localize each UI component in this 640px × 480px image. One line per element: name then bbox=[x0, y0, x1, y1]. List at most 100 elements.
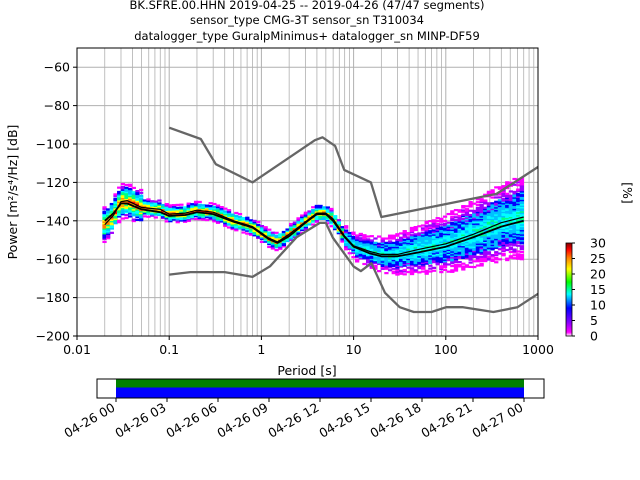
psd-cell bbox=[501, 244, 506, 247]
psd-cell bbox=[428, 234, 433, 237]
psd-cell bbox=[479, 258, 484, 261]
psd-cell bbox=[109, 227, 114, 230]
psd-cell bbox=[157, 205, 162, 208]
psd-cell bbox=[428, 240, 433, 243]
psd-cell bbox=[182, 209, 188, 212]
psd-cell bbox=[215, 221, 221, 224]
psd-cell bbox=[128, 198, 133, 201]
psd-cell bbox=[505, 215, 510, 218]
psd-cell bbox=[505, 222, 510, 226]
psd-cell bbox=[494, 222, 499, 225]
psd-cell bbox=[516, 199, 521, 203]
psd-cell bbox=[384, 263, 389, 266]
psd-cell bbox=[398, 232, 404, 235]
psd-cell bbox=[490, 254, 495, 257]
psd-cell bbox=[519, 217, 525, 220]
psd-cell bbox=[113, 216, 118, 219]
psd-cell bbox=[508, 210, 514, 213]
psd-cell bbox=[300, 218, 305, 221]
psd-cell bbox=[212, 210, 217, 213]
psd-cell bbox=[391, 272, 396, 275]
psd-cell bbox=[461, 256, 466, 260]
psd-cell bbox=[486, 248, 492, 251]
psd-cell bbox=[234, 217, 239, 220]
psd-cell bbox=[424, 240, 429, 244]
psd-cell bbox=[501, 226, 506, 229]
psd-cell bbox=[431, 258, 437, 261]
psd-cell bbox=[435, 225, 440, 228]
psd-cell bbox=[208, 217, 213, 221]
psd-cell bbox=[395, 247, 400, 250]
psd-cell bbox=[483, 222, 488, 225]
psd-cell bbox=[490, 219, 495, 222]
psd-cell bbox=[406, 237, 411, 240]
psd-cell bbox=[197, 200, 202, 204]
psd-cell bbox=[120, 205, 125, 209]
colorbar-tick-label: 15 bbox=[590, 282, 606, 297]
psd-cell bbox=[149, 208, 155, 211]
psd-cell bbox=[435, 254, 440, 257]
psd-cell bbox=[519, 248, 525, 251]
psd-cell bbox=[457, 236, 462, 239]
y-tick-label: −200 bbox=[36, 329, 70, 344]
psd-cell bbox=[464, 216, 470, 219]
psd-cell bbox=[468, 229, 473, 233]
psd-cell bbox=[263, 233, 268, 236]
psd-cell bbox=[475, 226, 481, 230]
psd-cell bbox=[479, 205, 484, 208]
psd-cell bbox=[446, 259, 451, 262]
psd-cell bbox=[428, 257, 433, 260]
psd-cell bbox=[494, 210, 499, 213]
psd-cell bbox=[376, 251, 382, 254]
psd-cell bbox=[135, 201, 140, 204]
psd-cell bbox=[325, 207, 330, 211]
psd-cell bbox=[362, 235, 367, 238]
psd-cell bbox=[450, 236, 455, 239]
psd-cell bbox=[131, 194, 136, 197]
psd-cell bbox=[516, 223, 521, 226]
noise-model-low-curve bbox=[169, 221, 538, 314]
psd-cell bbox=[494, 252, 499, 255]
psd-cell bbox=[501, 202, 506, 205]
psd-cell bbox=[109, 207, 114, 210]
psd-cell bbox=[501, 198, 506, 201]
psd-cell bbox=[472, 211, 477, 214]
psd-cell bbox=[241, 231, 246, 234]
psd-cell bbox=[461, 268, 466, 271]
psd-cell bbox=[516, 181, 521, 184]
psd-cell bbox=[446, 227, 451, 230]
psd-cell bbox=[508, 213, 514, 216]
psd-cell bbox=[204, 213, 210, 216]
colorbar-tick-label: 5 bbox=[590, 313, 598, 328]
psd-cell bbox=[201, 205, 206, 208]
psd-cell bbox=[512, 183, 517, 186]
psd-cell bbox=[505, 237, 510, 240]
psd-cell bbox=[483, 234, 488, 237]
psd-cell bbox=[237, 215, 243, 219]
psd-cell bbox=[296, 224, 301, 227]
psd-cell bbox=[516, 189, 521, 193]
psd-cell bbox=[395, 238, 400, 242]
psd-cell bbox=[365, 242, 371, 245]
psd-cell bbox=[215, 210, 221, 213]
y-tick-label: −140 bbox=[36, 213, 70, 228]
psd-cell bbox=[409, 270, 415, 273]
psd-cell bbox=[450, 253, 455, 256]
psd-cell bbox=[289, 237, 294, 240]
psd-cell bbox=[479, 255, 484, 258]
psd-cell bbox=[307, 223, 312, 226]
psd-cell bbox=[486, 245, 492, 248]
psd-cell bbox=[219, 207, 224, 210]
psd-cell bbox=[300, 220, 305, 223]
psd-cell bbox=[516, 218, 521, 221]
psd-cell bbox=[252, 229, 257, 233]
psd-cell bbox=[311, 206, 316, 209]
psd-cell bbox=[329, 207, 334, 211]
psd-cell bbox=[479, 215, 484, 218]
psd-cell bbox=[483, 213, 488, 217]
psd-cell bbox=[113, 204, 118, 208]
psd-cell bbox=[245, 232, 250, 235]
psd-cell bbox=[505, 197, 510, 200]
psd-cell bbox=[384, 257, 389, 260]
psd-cell bbox=[252, 219, 257, 222]
